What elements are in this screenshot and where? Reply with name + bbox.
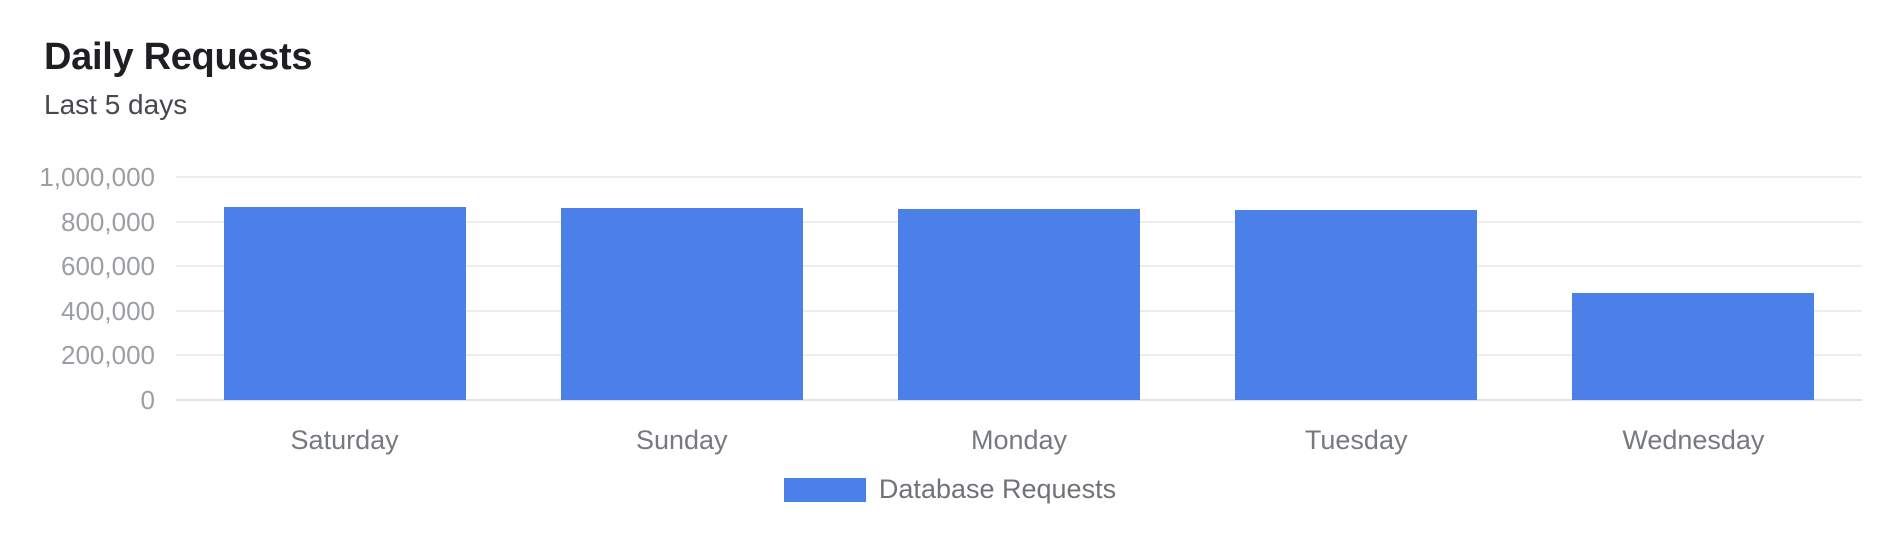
x-axis-label-sunday: Sunday bbox=[635, 425, 728, 455]
x-axis-label-saturday: Saturday bbox=[290, 425, 399, 455]
chart-subtitle: Last 5 days bbox=[44, 89, 188, 120]
bar-saturday[interactable] bbox=[223, 207, 466, 400]
bar-tuesday[interactable] bbox=[1235, 210, 1478, 400]
bar-sunday[interactable] bbox=[560, 207, 803, 400]
gridline-0 bbox=[176, 399, 1862, 401]
bar-wednesday[interactable] bbox=[1572, 292, 1815, 400]
bar-monday[interactable] bbox=[898, 209, 1140, 400]
x-axis-label-wednesday: Wednesday bbox=[1622, 425, 1765, 455]
y-axis-tick-label: 0 bbox=[140, 385, 155, 415]
legend-label: Database Requests bbox=[878, 474, 1117, 504]
x-axis-label-tuesday: Tuesday bbox=[1304, 425, 1408, 455]
y-axis-tick-label: 800,000 bbox=[61, 206, 155, 237]
y-axis-tick-label: 200,000 bbox=[61, 340, 155, 371]
y-axis-tick-label: 400,000 bbox=[61, 295, 155, 326]
legend-swatch-database-requests bbox=[783, 477, 866, 502]
gridline-1000000 bbox=[176, 176, 1862, 178]
y-axis-tick-label: 1,000,000 bbox=[39, 162, 155, 192]
chart-title: Daily Requests bbox=[44, 36, 313, 78]
y-axis-tick-label: 600,000 bbox=[61, 251, 155, 282]
x-axis-label-monday: Monday bbox=[970, 425, 1068, 455]
chart-legend: Database Requests bbox=[0, 476, 1900, 503]
